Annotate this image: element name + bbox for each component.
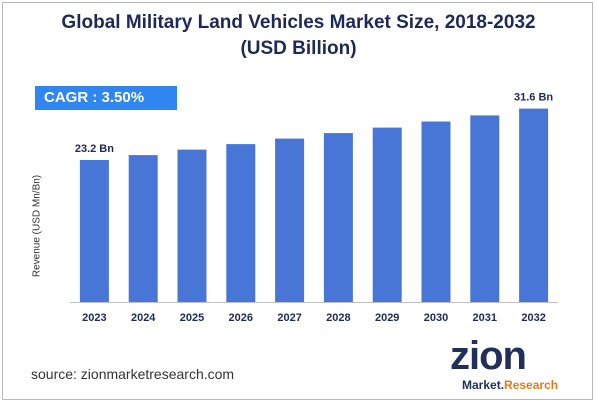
chart-title: Global Military Land Vehicles Market Siz… [0,10,597,62]
bar-2027 [275,138,305,302]
logo-subtext: Market.Research [462,378,559,392]
x-tick-2027: 2027 [277,312,301,324]
bar-2029 [372,127,402,302]
bar-2031 [470,115,500,303]
x-tick-2028: 2028 [326,312,350,324]
chart-title-line2: (USD Billion) [240,38,357,59]
bar-2025 [177,149,207,302]
x-tick-2031: 2031 [473,312,497,324]
x-tick-2029: 2029 [375,312,399,324]
zion-logo: zion Market.Research [440,334,570,396]
x-tick-2032: 2032 [521,312,545,324]
data-label-last: 31.6 Bn [514,92,553,104]
bar-2030 [421,121,451,302]
x-tick-2024: 2024 [131,312,156,324]
bar-2032 [519,108,549,302]
x-tick-2025: 2025 [180,312,204,324]
x-tick-2026: 2026 [229,312,253,324]
data-label-first: 23.2 Bn [75,143,114,155]
source-text: source: zionmarketresearch.com [31,366,235,382]
bar-2026 [226,144,256,302]
bar-2023 [79,160,109,302]
bar-2028 [323,133,353,302]
bar-2024 [128,155,158,302]
x-tick-2030: 2030 [424,312,448,324]
chart-title-line1: Global Military Land Vehicles Market Siz… [61,12,536,33]
logo-wordmark: zion [450,334,527,378]
x-tick-2023: 2023 [82,312,106,324]
cagr-badge: CAGR : 3.50% [35,86,177,110]
